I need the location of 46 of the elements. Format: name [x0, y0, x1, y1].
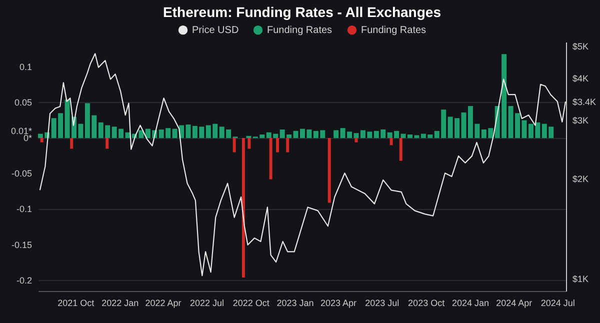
x-tick-label: 2021 Oct	[58, 298, 95, 308]
x-tick-label: 2023 Jul	[365, 298, 400, 308]
bar	[246, 136, 252, 138]
bar	[390, 138, 393, 146]
x-tick-label: 2022 Jul	[190, 298, 224, 308]
bar	[328, 138, 331, 203]
y-tick-label: -0.2	[16, 275, 32, 286]
y-tick-label: -0.15	[11, 240, 32, 250]
y-tick-label: -0.05	[11, 168, 32, 179]
y2-tick-label: $3K	[572, 115, 589, 126]
bar	[269, 138, 272, 180]
y2-tick-label: $3.4K	[572, 97, 596, 108]
x-tick-label: 2023 Oct	[408, 298, 446, 308]
bar	[70, 138, 74, 149]
y-tick-label: -0.1	[16, 204, 32, 214]
bar	[248, 138, 251, 149]
legend-label: Funding Rates	[361, 25, 426, 36]
bar	[40, 138, 44, 142]
x-tick-label: 2022 Jan	[102, 298, 139, 308]
bar	[276, 138, 280, 152]
chart-title: Ethereum: Funding Rates - All Exchanges	[163, 4, 442, 20]
y-tick-label: 0.05	[14, 97, 32, 108]
x-tick-label: 2023 Apr	[320, 298, 356, 308]
bar	[242, 138, 245, 278]
line-series	[39, 53, 566, 276]
y-tick-label: 0.01*	[10, 126, 32, 136]
y2-tick-label: $4K	[572, 74, 589, 84]
legend-label: Price USD	[192, 25, 239, 36]
bar	[354, 138, 358, 142]
bar	[232, 138, 236, 152]
y2-tick-label: $1K	[572, 274, 589, 284]
x-tick-label: 2024 Jul	[540, 298, 575, 308]
x-tick-label: 2022 Oct	[232, 298, 270, 308]
bar	[286, 138, 290, 152]
legend-label: Funding Rates	[267, 25, 332, 36]
y-tick-label: 0*	[23, 133, 32, 144]
bar	[334, 130, 339, 138]
x-tick-label: 2022 Apr	[145, 298, 182, 308]
bar	[399, 138, 402, 161]
y2-tick-label: $5K	[572, 41, 589, 52]
x-tick-label: 2024 Jan	[452, 298, 490, 308]
x-tick-label: 2023 Jan	[276, 298, 314, 308]
bar	[106, 138, 109, 149]
y2-tick-label: $2K	[572, 174, 589, 184]
x-tick-label: 2024 Apr	[496, 298, 532, 308]
y-tick-label: 0.1	[19, 62, 32, 72]
